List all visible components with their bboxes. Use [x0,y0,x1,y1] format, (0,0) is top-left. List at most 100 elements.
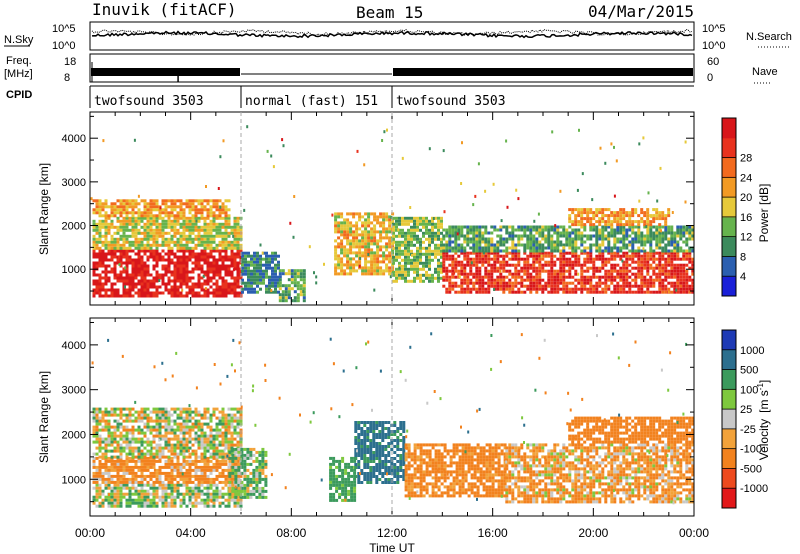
scatter-cell [289,221,292,225]
data-cell [215,261,219,265]
data-cell [131,279,135,283]
data-cell [583,246,587,250]
data-cell [104,264,108,268]
data-cell [218,276,222,280]
data-cell [361,224,365,228]
data-cell [622,228,626,232]
data-cell [625,237,629,241]
data-cell [382,221,386,225]
data-cell [586,260,590,264]
data-cell [364,212,368,216]
data-cell [182,255,186,259]
data-cell [152,425,156,429]
data-cell [167,279,171,283]
data-cell [337,242,341,246]
scatter-cell [331,213,334,217]
data-cell [107,443,111,447]
data-cell [475,278,479,282]
data-cell [419,258,422,262]
data-cell [349,221,353,225]
data-cell [116,237,120,241]
scatter-cell [401,156,404,160]
data-cell [122,240,126,244]
data-cell [404,237,407,241]
data-cell [676,284,680,288]
data-cell [167,459,171,463]
data-cell [146,219,150,223]
data-cell [413,228,416,232]
data-cell [247,269,250,273]
data-cell [670,266,674,270]
data-cell [287,296,291,300]
data-cell [517,251,521,255]
data-cell [110,243,114,247]
data-cell [481,231,485,235]
data-cell [110,252,114,256]
scatter-cell [660,229,662,233]
data-cell [131,261,135,265]
data-cell [149,416,153,420]
data-cell [176,279,180,283]
data-cell [299,278,303,282]
data-cell [440,240,443,244]
data-cell [140,225,144,229]
data-cell [259,260,262,264]
data-cell [413,237,416,241]
data-cell [568,225,572,229]
data-cell [392,222,395,226]
data-cell [487,257,491,261]
scatter-cell [383,130,386,134]
data-cell [146,237,150,241]
data-cell [505,231,509,235]
data-cell [95,492,99,496]
data-cell [416,258,419,262]
data-cell [670,234,674,238]
power-colorbar-label: Power [dB] [757,184,771,243]
data-cell [95,425,99,429]
data-cell [197,243,201,247]
data-cell [395,249,398,253]
data-cell [661,263,665,267]
data-cell [673,237,677,241]
data-cell [541,287,545,291]
data-cell [340,233,344,237]
data-cell [253,254,256,258]
data-cell [119,270,123,274]
data-cell [119,276,123,280]
data-cell [652,278,656,282]
data-cell [589,211,593,215]
scatter-cell [259,243,262,247]
data-cell [167,492,171,496]
data-cell [215,243,219,247]
data-cell [182,474,186,478]
data-cell [92,465,96,469]
data-cell [376,272,380,276]
data-cell [670,257,674,261]
data-cell [271,269,274,273]
data-cell [404,261,407,265]
data-cell [158,225,162,229]
data-cell [143,205,147,209]
data-cell [119,455,123,459]
data-cell [541,284,545,288]
data-cell [395,267,398,271]
data-cell [131,483,135,487]
data-cell [155,443,159,447]
data-cell [188,222,192,226]
data-cell [140,431,144,435]
data-cell [434,255,437,259]
data-cell [496,249,500,253]
data-cell [146,231,150,235]
data-cell [622,208,626,212]
data-cell [212,255,216,259]
data-cell [95,255,99,259]
data-cell [155,202,159,206]
data-cell [373,242,377,246]
data-cell [337,272,341,276]
data-cell [131,449,135,453]
data-cell [143,202,147,206]
data-cell [637,266,641,270]
data-cell [92,294,96,298]
data-cell [113,434,117,438]
data-cell [535,237,539,241]
